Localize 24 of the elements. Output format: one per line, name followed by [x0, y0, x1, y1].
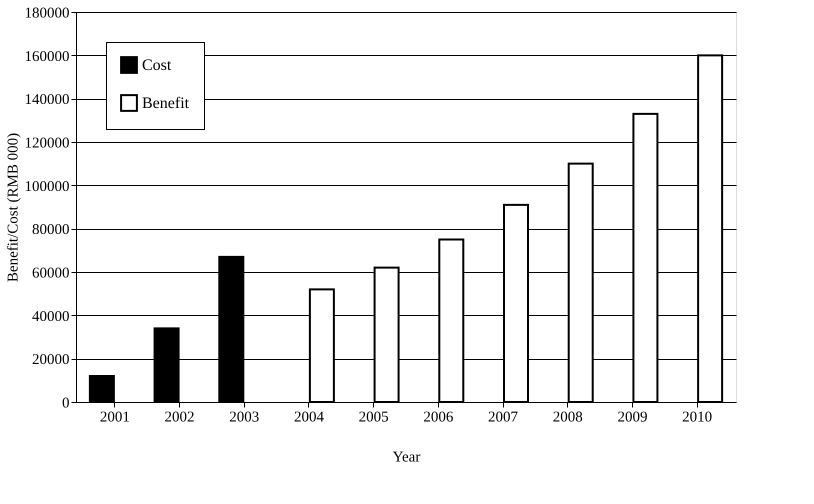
y-tick-label: 140000 [24, 92, 70, 108]
x-tick-label: 2001 [100, 410, 130, 426]
x-tick-label: 2003 [229, 410, 260, 426]
x-axis-title: Year [392, 450, 420, 466]
y-tick-label: 20000 [32, 352, 70, 368]
y-tick-label: 0 [62, 396, 70, 412]
y-tick-label: 60000 [32, 266, 70, 282]
y-tick-label: 40000 [32, 308, 70, 325]
legend-label: Cost [142, 57, 172, 74]
x-tick-label: 2002 [164, 410, 195, 426]
y-tick-label: 100000 [24, 178, 70, 195]
y-tick-label: 120000 [24, 136, 70, 152]
x-tick-label: 2006 [423, 410, 454, 426]
y-tick-label: 180000 [24, 6, 70, 22]
y-axis-title: Benefit/Cost (RMB 000) [6, 132, 22, 282]
x-tick-label: 2009 [617, 410, 648, 426]
x-tick-label: 2010 [682, 410, 712, 426]
x-tick-label: 2005 [358, 410, 389, 426]
x-tick-label: 2007 [488, 410, 519, 426]
x-tick-label: 2004 [294, 410, 324, 426]
legend-label: Benefit [142, 95, 190, 112]
x-tick-label: 2008 [552, 410, 583, 426]
y-tick-label: 160000 [24, 48, 70, 65]
y-tick-label: 80000 [32, 222, 70, 238]
